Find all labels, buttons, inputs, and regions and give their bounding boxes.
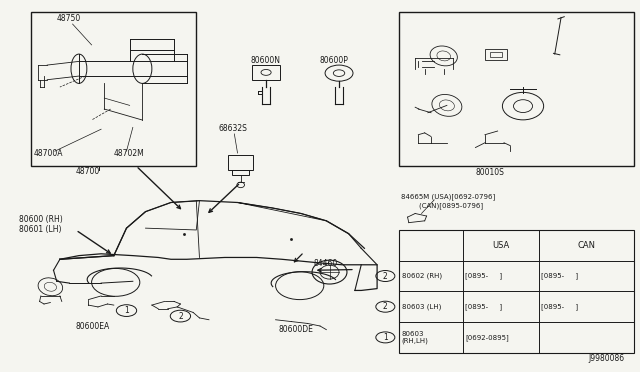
Text: J9980086: J9980086 <box>588 354 625 363</box>
Text: USA: USA <box>492 241 509 250</box>
Text: 80603 (LH): 80603 (LH) <box>402 304 441 310</box>
Text: 2: 2 <box>383 272 388 280</box>
Text: 84665M (USA)[0692-0796]: 84665M (USA)[0692-0796] <box>401 193 495 200</box>
Text: [0895-     ]: [0895- ] <box>465 273 502 279</box>
Text: CAN: CAN <box>577 241 595 250</box>
Text: (CAN)[0895-0796]: (CAN)[0895-0796] <box>401 202 483 209</box>
Text: 80600P: 80600P <box>320 56 349 65</box>
Text: 80601 (LH): 80601 (LH) <box>19 225 61 234</box>
Text: [0895-     ]: [0895- ] <box>465 303 502 310</box>
Text: [0895-     ]: [0895- ] <box>541 303 579 310</box>
Text: 80600DE: 80600DE <box>279 325 314 334</box>
Text: 84460: 84460 <box>314 259 338 269</box>
Text: [0692-0895]: [0692-0895] <box>465 334 509 341</box>
Text: 80600N: 80600N <box>250 56 280 65</box>
Text: 2: 2 <box>383 302 388 311</box>
Text: 48700A: 48700A <box>33 149 63 158</box>
Bar <box>232 170 249 175</box>
Text: [0895-     ]: [0895- ] <box>541 273 579 279</box>
Text: 80602 (RH): 80602 (RH) <box>402 273 442 279</box>
Text: 80600EA: 80600EA <box>76 322 110 331</box>
Bar <box>485 49 507 60</box>
Bar <box>490 51 502 57</box>
Text: 68632S: 68632S <box>218 124 248 133</box>
Text: 48700: 48700 <box>76 167 100 176</box>
Bar <box>252 65 280 80</box>
Bar <box>399 12 634 166</box>
Bar <box>31 12 196 166</box>
Text: 80600 (RH): 80600 (RH) <box>19 215 62 224</box>
Text: 80603
(RH,LH): 80603 (RH,LH) <box>402 331 429 344</box>
Text: 48750: 48750 <box>57 14 81 23</box>
Text: 80010S: 80010S <box>476 168 504 177</box>
Text: 1: 1 <box>124 306 129 315</box>
Bar <box>399 230 634 353</box>
Bar <box>228 155 253 170</box>
Text: 48702M: 48702M <box>114 149 145 158</box>
Text: 2: 2 <box>178 312 183 321</box>
Text: 1: 1 <box>383 333 388 342</box>
